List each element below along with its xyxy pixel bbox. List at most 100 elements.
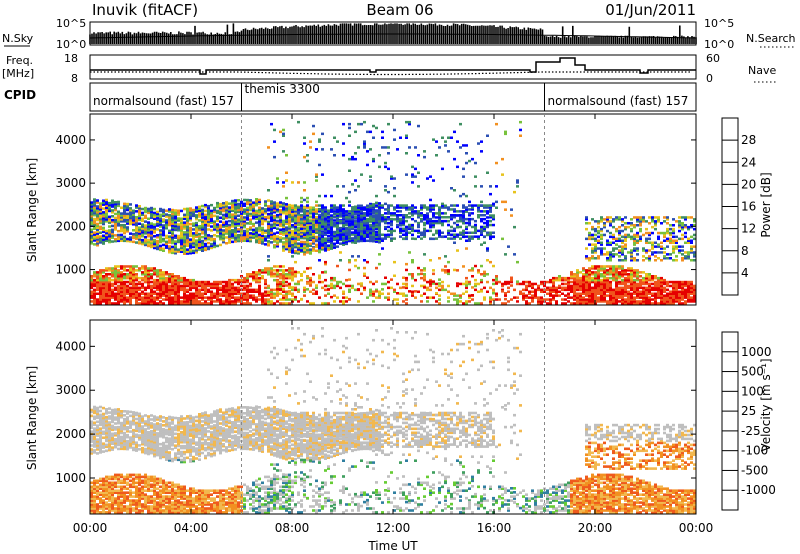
power-cell [126, 237, 129, 241]
power-cell [414, 296, 417, 299]
power-cell [576, 296, 579, 299]
power-cell [303, 216, 306, 219]
power-cell [195, 302, 198, 305]
power-cell [390, 229, 393, 233]
power-cell [240, 284, 243, 288]
power-cell [192, 234, 195, 237]
power-cell [369, 216, 372, 219]
power-cell [660, 278, 663, 282]
power-cell [234, 302, 237, 305]
power-cell [348, 233, 351, 236]
power-cell [378, 262, 381, 266]
power-cell [366, 150, 369, 153]
power-cell [234, 205, 237, 208]
power-cell [594, 275, 597, 278]
power-cell [405, 214, 408, 217]
power-cell [438, 231, 441, 235]
power-cell [567, 282, 570, 286]
power-cell [492, 217, 495, 221]
power-cell [177, 275, 180, 278]
power-cell [204, 215, 207, 219]
power-cell [618, 218, 621, 221]
power-cell [303, 227, 306, 230]
power-cell [174, 211, 177, 214]
power-cell [441, 204, 444, 207]
power-cell [393, 288, 396, 292]
power-cell [135, 292, 138, 295]
power-cell [624, 237, 627, 241]
power-cell [219, 300, 222, 303]
power-cell [186, 211, 189, 214]
power-cell [465, 144, 468, 147]
power-cell [396, 217, 399, 221]
power-cell [210, 237, 213, 240]
power-cell [447, 136, 450, 139]
power-cell [540, 290, 543, 293]
power-cell [321, 240, 324, 243]
power-cell [207, 298, 210, 301]
power-cell [171, 216, 174, 220]
power-cell [93, 213, 96, 217]
power-cell [633, 216, 636, 219]
power-cell [636, 284, 639, 288]
power-cell [372, 214, 375, 218]
power-cell [255, 296, 258, 299]
power-cell [282, 231, 285, 234]
power-cell [228, 290, 231, 293]
power-cell [456, 165, 459, 169]
power-cell [336, 140, 339, 143]
power-cell [471, 208, 474, 211]
power-cell [276, 235, 279, 238]
power-cell [600, 290, 603, 293]
cpid-segment-label: themis 3300 [245, 82, 320, 96]
power-cell [261, 300, 264, 303]
power-cell [147, 302, 150, 305]
power-cell [135, 278, 138, 282]
power-cell [213, 220, 216, 223]
power-cell [249, 212, 252, 216]
power-cell [615, 239, 618, 242]
power-cell [438, 216, 441, 219]
power-cell [165, 242, 168, 245]
power-cell [522, 298, 525, 301]
power-cell [342, 122, 345, 126]
power-cell [633, 233, 636, 237]
power-cell [303, 240, 306, 244]
power-cell [108, 273, 111, 276]
power-cell [459, 237, 462, 240]
power-cell [114, 222, 117, 225]
power-cell [609, 224, 612, 227]
power-cell [93, 288, 96, 292]
power-cell [180, 223, 183, 226]
power-cell [414, 219, 417, 223]
power-cell [189, 286, 192, 290]
power-cell [186, 209, 189, 212]
power-cell [132, 273, 135, 276]
power-cell [405, 120, 408, 124]
power-cell [312, 124, 315, 128]
power-cell [336, 264, 339, 268]
power-cell [657, 216, 660, 219]
power-cell [183, 288, 186, 292]
power-cell [336, 231, 339, 234]
power-cell [648, 284, 651, 288]
power-cell [183, 300, 186, 303]
power-cell [102, 275, 105, 278]
power-cell [249, 232, 252, 235]
power-cell [582, 298, 585, 301]
power-cell [195, 298, 198, 301]
power-cell [546, 298, 549, 301]
power-cell [591, 292, 594, 295]
power-cell [657, 237, 660, 241]
power-cell [252, 288, 255, 292]
power-cell [369, 204, 372, 207]
power-cell [285, 273, 288, 276]
power-cell [324, 225, 327, 229]
power-cell [285, 238, 288, 241]
power-cell [627, 278, 630, 282]
power-cell [156, 292, 159, 295]
power-cell [351, 241, 354, 244]
power-cell [510, 214, 513, 217]
power-cell [486, 225, 489, 229]
power-cell [303, 181, 306, 184]
